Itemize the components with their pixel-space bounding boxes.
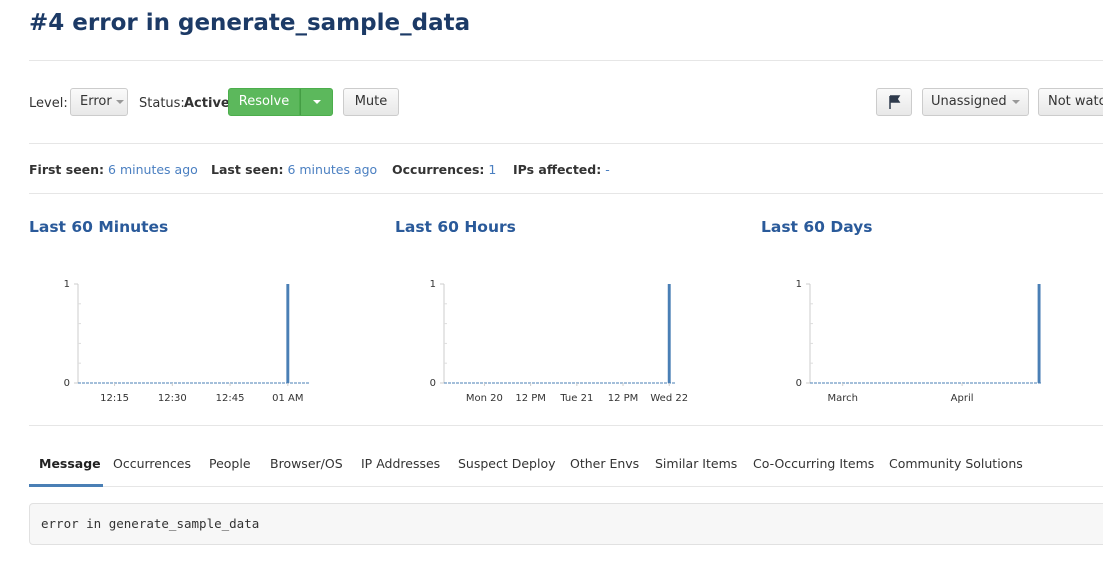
x-tick-label: Wed 22 (650, 393, 688, 404)
watch-select[interactable]: Not watch (1038, 88, 1103, 116)
bar (1037, 284, 1041, 383)
stat-label: IPs affected: (513, 162, 602, 177)
y-tick-label: 1 (796, 279, 802, 290)
issue-title: #4 error in generate_sample_data (29, 10, 471, 36)
stat-label: Last seen: (211, 162, 284, 177)
divider (29, 193, 1103, 194)
resolve-dropdown[interactable] (300, 88, 333, 116)
x-tick-label: 01 AM (272, 393, 303, 404)
stat: First seen: 6 minutes ago (29, 162, 198, 177)
x-tick-label: 12:15 (100, 393, 129, 404)
tab[interactable]: Suspect Deploy (458, 456, 556, 471)
tab[interactable]: Message (39, 456, 101, 471)
tab[interactable]: Browser/OS (270, 456, 343, 471)
x-tick-label: 12:30 (158, 393, 187, 404)
stat-value[interactable]: 6 minutes ago (287, 162, 378, 177)
stat-value[interactable]: 6 minutes ago (108, 162, 198, 177)
bar (667, 284, 671, 383)
flag-button[interactable] (876, 88, 912, 116)
x-tick-label: Tue 21 (559, 393, 593, 404)
chart-title: Last 60 Days (761, 218, 873, 236)
x-tick-label: April (951, 393, 974, 404)
stat: Occurrences: 1 (392, 162, 496, 177)
y-tick-label: 0 (796, 378, 802, 389)
level-value: Error (80, 94, 112, 109)
bar (286, 284, 290, 383)
tab[interactable]: Co-Occurring Items (753, 456, 875, 471)
resolve-button[interactable]: Resolve (228, 88, 300, 116)
chart: 0 1 March April (796, 279, 1041, 404)
divider (29, 425, 1103, 426)
level-label: Level: (29, 96, 68, 111)
chart-title: Last 60 Hours (395, 218, 516, 236)
x-tick-label: Mon 20 (466, 393, 503, 404)
tab[interactable]: IP Addresses (361, 456, 441, 471)
stat-value: - (605, 162, 610, 177)
stat: IPs affected: - (513, 162, 610, 177)
active-tab-indicator (29, 484, 103, 487)
divider (29, 60, 1103, 61)
flag-icon (889, 95, 901, 109)
y-tick-label: 1 (430, 279, 436, 290)
x-tick-label: 12:45 (216, 393, 245, 404)
status-label: Status: (139, 96, 185, 111)
chart-title: Last 60 Minutes (29, 218, 169, 236)
divider (29, 143, 1103, 144)
chart: 0 1 Mon 20 12 PM Tue 21 12 PM Wed 22 (430, 279, 688, 404)
tab[interactable]: Other Envs (570, 456, 640, 471)
x-tick-label: 12 PM (515, 393, 546, 404)
assignee-value: Unassigned (931, 94, 1007, 109)
x-tick-label: March (827, 393, 857, 404)
stat-label: First seen: (29, 162, 105, 177)
status-value: Active (184, 96, 230, 111)
stat: Last seen: 6 minutes ago (211, 162, 377, 177)
x-tick-label: 12 PM (608, 393, 639, 404)
stat-label: Occurrences: (392, 162, 485, 177)
chart: 0 1 12:15 12:30 12:45 01 AM (64, 279, 309, 404)
tab[interactable]: Occurrences (113, 456, 191, 471)
y-tick-label: 0 (430, 378, 436, 389)
assignee-select[interactable]: Unassigned (922, 88, 1029, 116)
y-tick-label: 1 (64, 279, 70, 290)
mute-button[interactable]: Mute (343, 88, 399, 116)
y-tick-label: 0 (64, 378, 70, 389)
level-select[interactable]: Error (70, 88, 128, 116)
message-text: error in generate_sample_data (41, 516, 260, 531)
message-box: error in generate_sample_data (29, 503, 1103, 545)
tabs-border (29, 486, 1103, 487)
stat-value[interactable]: 1 (488, 162, 497, 177)
tab[interactable]: People (209, 456, 251, 471)
tab[interactable]: Similar Items (655, 456, 738, 471)
tab[interactable]: Community Solutions (889, 456, 1023, 471)
